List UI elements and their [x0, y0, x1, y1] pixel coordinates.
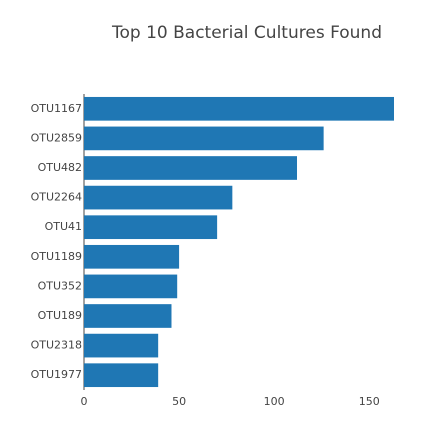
bar	[84, 274, 178, 299]
bar	[84, 96, 394, 121]
y-tick-label: OTU1189	[31, 250, 82, 263]
y-tick-label: OTU2264	[31, 191, 82, 204]
y-tick-label: OTU2318	[31, 339, 82, 352]
y-tick-label: OTU1977	[31, 368, 82, 381]
y-tick-label: OTU352	[38, 279, 82, 292]
bar	[84, 185, 233, 210]
bar	[84, 215, 218, 240]
x-tick-label: 100	[264, 395, 285, 408]
y-tick-label: OTU1167	[31, 102, 82, 115]
y-tick-label: OTU482	[38, 161, 82, 174]
bar	[84, 156, 298, 180]
bar	[84, 244, 180, 269]
bar	[84, 333, 159, 358]
bar	[84, 363, 159, 388]
x-tick-label: 0	[81, 395, 88, 408]
y-tick-label: OTU189	[38, 309, 82, 322]
x-tick-label: 150	[359, 395, 380, 408]
y-tick-label: OTU2859	[31, 131, 82, 144]
bar	[84, 126, 324, 151]
chart-title: Top 10 Bacterial Cultures Found	[111, 23, 382, 43]
y-tick-label: OTU41	[45, 220, 82, 233]
x-tick-label: 50	[172, 395, 186, 408]
bar	[84, 304, 172, 328]
